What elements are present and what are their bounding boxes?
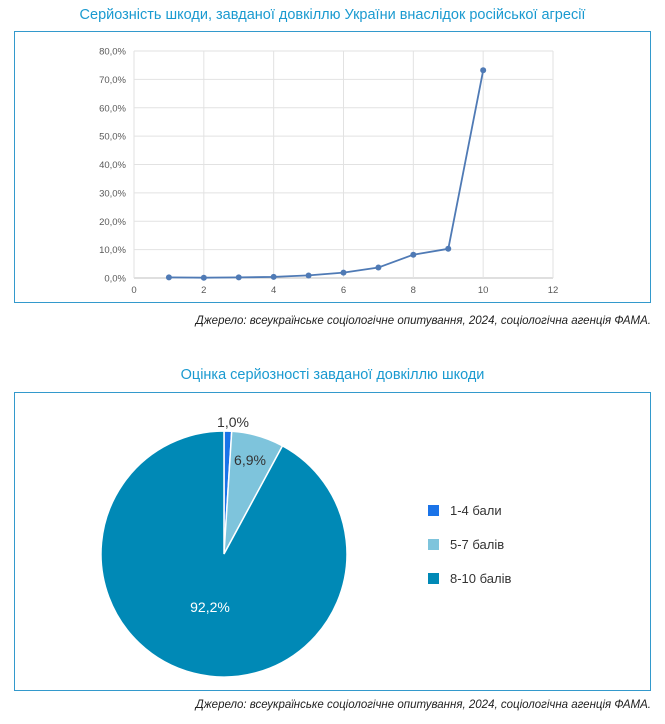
line-chart: 0,0% 10,0% 20,0% 30,0% 40,0% 50,0% 60,0% 70,0% 8… [99, 47, 559, 297]
x-tick-label: 2 [201, 285, 206, 296]
line-chart-frame: 0,0% 10,0% 20,0% 30,0% 40,0% 50,0% 60,0% 70,0% 8… [14, 31, 651, 303]
y-tick-label: 0,0% [104, 274, 126, 285]
pie-chart: 1,0% 6,9% 92,2% 1-4 бали 5-7 балів 8-10 балів [100, 414, 511, 678]
x-tick-label: 4 [271, 285, 276, 296]
legend-label: 5-7 балів [450, 537, 504, 552]
legend-swatch [428, 573, 439, 584]
legend-swatch [428, 505, 439, 516]
data-point [200, 274, 207, 281]
pie-chart-title: Оцінка серйозності завданої довкіллю шко… [180, 367, 485, 383]
y-tick-label: 40,0% [99, 160, 126, 171]
x-tick-label: 8 [411, 285, 416, 296]
data-point [480, 67, 487, 74]
legend-swatch [428, 539, 439, 550]
series-line [168, 70, 485, 279]
pie-chart-frame: 1,0% 6,9% 92,2% 1-4 бали 5-7 балів 8-10 балів [14, 392, 651, 691]
data-point [165, 274, 172, 281]
x-tick-label: 6 [341, 285, 346, 296]
data-point [445, 245, 452, 252]
x-tick-label: 10 [478, 285, 489, 296]
line-chart-source: Джерело: всеукраїнське соціологічне опит… [195, 315, 651, 327]
y-tick-label: 60,0% [99, 103, 126, 114]
data-point [305, 272, 312, 279]
data-point [410, 251, 417, 258]
slice-value-label: 6,9% [234, 452, 266, 468]
data-point [375, 264, 382, 271]
legend-label: 8-10 балів [450, 571, 511, 586]
y-tick-label: 50,0% [99, 132, 126, 143]
pie-slice [100, 430, 348, 678]
x-tick-label: 12 [548, 285, 559, 296]
x-tick-label: 0 [131, 285, 136, 296]
y-tick-label: 70,0% [99, 75, 126, 86]
slice-value-label: 1,0% [217, 414, 249, 430]
pie-chart-source: Джерело: всеукраїнське соціологічне опит… [195, 699, 651, 711]
line-chart-title: Серйозність шкоди, завданої довкіллю Укр… [79, 7, 586, 23]
data-point [270, 273, 277, 280]
data-point [235, 274, 242, 281]
data-point [340, 269, 347, 276]
y-tick-label: 30,0% [99, 188, 126, 199]
slice-value-label: 92,2% [190, 599, 230, 615]
legend-label: 1-4 бали [450, 503, 502, 518]
y-tick-label: 10,0% [99, 245, 126, 256]
y-tick-label: 20,0% [99, 217, 126, 228]
y-tick-label: 80,0% [99, 47, 126, 58]
